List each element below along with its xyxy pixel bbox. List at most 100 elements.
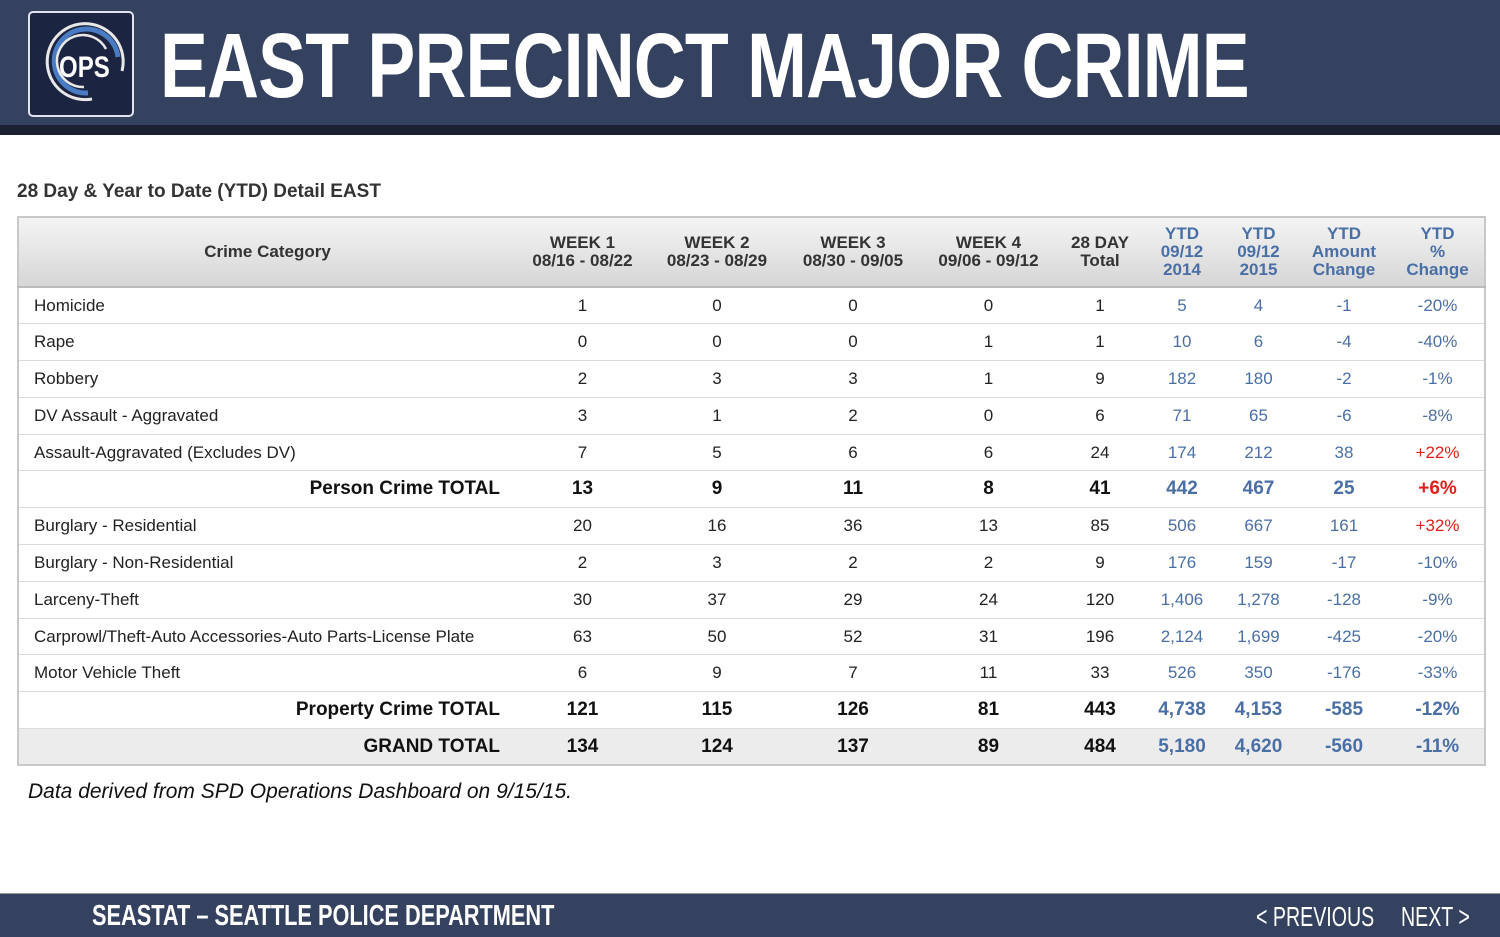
value-cell: 9 bbox=[1056, 544, 1144, 582]
value-cell: 484 bbox=[1056, 728, 1144, 766]
column-header-line: 09/06 - 09/12 bbox=[938, 251, 1039, 270]
value-cell: 29 bbox=[785, 581, 921, 619]
column-header-line: Crime Category bbox=[204, 242, 331, 261]
column-header-line: 2014 bbox=[1163, 260, 1201, 279]
value-cell: 212 bbox=[1220, 434, 1297, 472]
value-cell: 196 bbox=[1056, 618, 1144, 656]
value-cell: 13 bbox=[516, 470, 649, 509]
value-cell: 1,699 bbox=[1220, 618, 1297, 656]
table-row: Assault-Aggravated (Excludes DV) 7 5 6 6 24 17… bbox=[18, 434, 1485, 472]
value-cell: 37 bbox=[649, 581, 785, 619]
column-header-line: 2015 bbox=[1239, 260, 1278, 279]
value-cell: 174 bbox=[1144, 434, 1220, 472]
table-row: Carprowl/Theft-Auto Accessories-Auto Par… bbox=[18, 618, 1485, 656]
value-cell: 9 bbox=[649, 470, 785, 509]
column-header: WEEK 1 08/16 - 08/22 bbox=[516, 217, 649, 288]
value-cell: 526 bbox=[1144, 654, 1220, 693]
header-bar: OPS EAST PRECINCT MAJOR CRIME bbox=[0, 0, 1500, 125]
value-cell: 1 bbox=[1056, 323, 1144, 362]
value-cell: 667 bbox=[1220, 507, 1297, 546]
column-header-line: % bbox=[1429, 242, 1446, 261]
value-cell: 121 bbox=[516, 691, 649, 730]
column-header-line: YTD bbox=[1165, 224, 1199, 243]
table-row: Larceny-Theft 30 37 29 24 120 1,406 1,278 -128 -9… bbox=[18, 581, 1485, 619]
value-cell: -20% bbox=[1391, 618, 1485, 656]
value-cell: 3 bbox=[516, 397, 649, 435]
value-cell: 63 bbox=[516, 618, 649, 656]
value-cell: 85 bbox=[1056, 507, 1144, 546]
value-cell: 443 bbox=[1056, 691, 1144, 730]
value-cell: 8 bbox=[921, 470, 1056, 509]
table-row: Homicide 1 0 0 0 1 5 4 -1 -20% bbox=[18, 287, 1485, 325]
next-button[interactable]: NEXT > bbox=[1401, 901, 1470, 932]
value-cell: +6% bbox=[1391, 470, 1485, 509]
value-cell: 0 bbox=[785, 323, 921, 362]
value-cell: 2 bbox=[516, 360, 649, 398]
column-header-line: WEEK 2 bbox=[684, 233, 750, 252]
value-cell: 11 bbox=[785, 470, 921, 509]
value-cell: 5,180 bbox=[1144, 728, 1220, 766]
column-header-line: 09/12 bbox=[1160, 242, 1204, 261]
value-cell: 31 bbox=[921, 618, 1056, 656]
value-cell: 0 bbox=[649, 323, 785, 362]
column-header-line: 08/16 - 08/22 bbox=[532, 251, 633, 270]
value-cell: 0 bbox=[785, 287, 921, 325]
value-cell: 25 bbox=[1297, 470, 1391, 509]
value-cell: 13 bbox=[921, 507, 1056, 546]
value-cell: 137 bbox=[785, 728, 921, 766]
value-cell: 115 bbox=[649, 691, 785, 730]
value-cell: -20% bbox=[1391, 287, 1485, 325]
value-cell: 10 bbox=[1144, 323, 1220, 362]
table-row: Rape 0 0 0 1 1 10 6 -4 -40% bbox=[18, 323, 1485, 362]
value-cell: -17 bbox=[1297, 544, 1391, 582]
value-cell: 1 bbox=[921, 323, 1056, 362]
value-cell: 0 bbox=[921, 397, 1056, 435]
value-cell: 65 bbox=[1220, 397, 1297, 435]
value-cell: 1,278 bbox=[1220, 581, 1297, 619]
value-cell: 24 bbox=[1056, 434, 1144, 472]
previous-button[interactable]: < PREVIOUS bbox=[1256, 901, 1375, 932]
value-cell: 6 bbox=[785, 434, 921, 472]
value-cell: -1 bbox=[1297, 287, 1391, 325]
table-row: Burglary - Residential 20 16 36 13 85 506 667 16… bbox=[18, 507, 1485, 546]
footer-bar: SEASTAT – SEATTLE POLICE DEPARTMENT < PR… bbox=[0, 893, 1500, 937]
value-cell: 5 bbox=[649, 434, 785, 472]
section-subtitle: 28 Day & Year to Date (YTD) Detail EAST bbox=[17, 181, 381, 202]
value-cell: -585 bbox=[1297, 691, 1391, 730]
crime-category-cell: Rape bbox=[18, 323, 516, 362]
value-cell: -9% bbox=[1391, 581, 1485, 619]
value-cell: 1 bbox=[1056, 287, 1144, 325]
value-cell: 52 bbox=[785, 618, 921, 656]
table-row: Robbery 2 3 3 1 9 182 180 -2 -1% bbox=[18, 360, 1485, 398]
page-title: EAST PRECINCT MAJOR CRIME bbox=[160, 15, 1250, 117]
crime-category-cell: Burglary - Residential bbox=[18, 507, 516, 546]
value-cell: 38 bbox=[1297, 434, 1391, 472]
value-cell: 4,153 bbox=[1220, 691, 1297, 730]
value-cell: 159 bbox=[1220, 544, 1297, 582]
value-cell: 2 bbox=[785, 397, 921, 435]
column-header-line: YTD bbox=[1327, 224, 1361, 243]
value-cell: 16 bbox=[649, 507, 785, 546]
value-cell: 0 bbox=[649, 287, 785, 325]
value-cell: 0 bbox=[921, 287, 1056, 325]
value-cell: 176 bbox=[1144, 544, 1220, 582]
total-row: Property Crime TOTAL 121 115 126 81 443 4,738 4… bbox=[18, 691, 1485, 730]
column-header-line: Change bbox=[1406, 260, 1469, 279]
value-cell: 89 bbox=[921, 728, 1056, 766]
value-cell: 1 bbox=[921, 360, 1056, 398]
value-cell: 126 bbox=[785, 691, 921, 730]
column-header-line: Change bbox=[1312, 260, 1376, 279]
column-header: YTD 09/12 2015 bbox=[1220, 217, 1297, 288]
value-cell: 120 bbox=[1056, 581, 1144, 619]
total-row: GRAND TOTAL 134 124 137 89 484 5,180 4,620 -560-… bbox=[18, 728, 1485, 766]
value-cell: 6 bbox=[921, 434, 1056, 472]
value-cell: 134 bbox=[516, 728, 649, 766]
value-cell: 6 bbox=[1056, 397, 1144, 435]
column-header: WEEK 4 09/06 - 09/12 bbox=[921, 217, 1056, 288]
column-header-line: WEEK 1 bbox=[549, 233, 616, 252]
value-cell: 2,124 bbox=[1144, 618, 1220, 656]
value-cell: -128 bbox=[1297, 581, 1391, 619]
value-cell: -2 bbox=[1297, 360, 1391, 398]
column-header-line: WEEK 4 bbox=[955, 233, 1022, 252]
crime-category-cell: Burglary - Non-Residential bbox=[18, 544, 516, 582]
